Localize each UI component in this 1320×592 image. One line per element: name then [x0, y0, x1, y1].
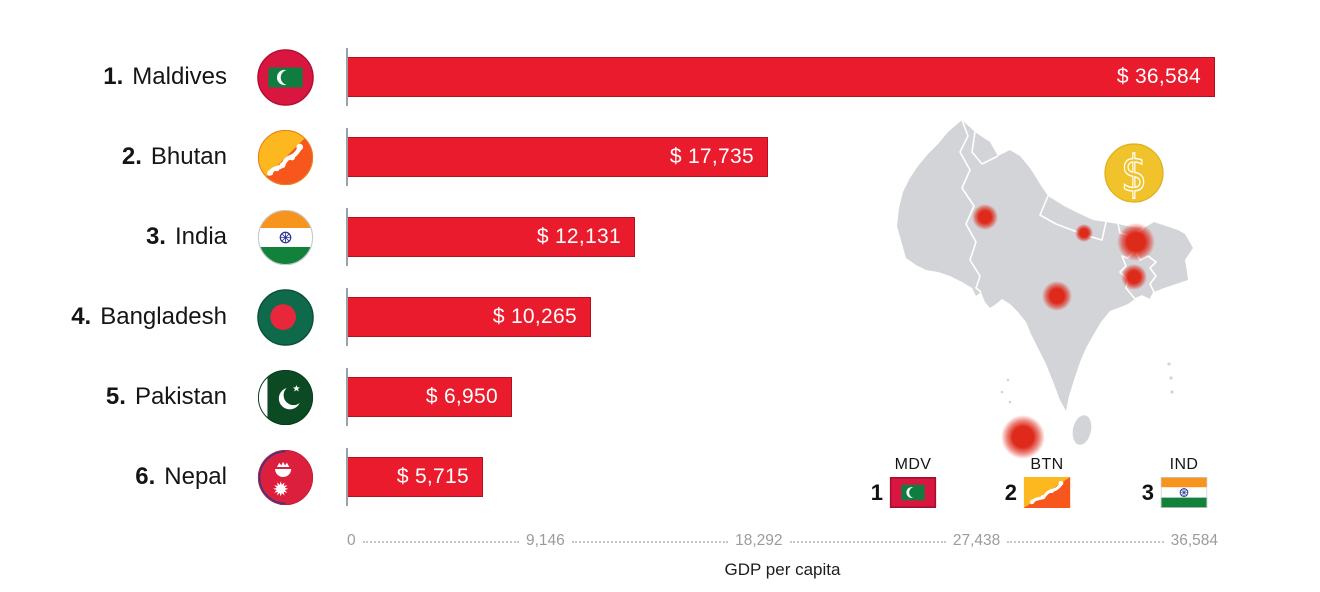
legend-item-maldives: MDV 1 [867, 456, 937, 508]
axis-dotted-leader [571, 541, 729, 543]
x-axis: 0 9,146 18,292 27,438 36,584 [347, 532, 1218, 550]
axis-tick-label: 18,292 [735, 532, 783, 549]
x-axis-title: GDP per capita [724, 560, 841, 579]
chart-row: 1. Maldives $ 36,584 [0, 37, 1320, 117]
axis-tick-label: 36,584 [1170, 532, 1218, 549]
axis-tick-label: 9,146 [525, 532, 565, 549]
bar-track: $ 6,950 [346, 368, 1227, 426]
country-label: 3. India [0, 223, 227, 251]
baseline-tick [346, 128, 348, 186]
gdp-bar: $ 36,584 [347, 57, 1215, 97]
bangladesh-flag-icon [257, 289, 314, 346]
axis-tick-label: 27,438 [952, 532, 1001, 549]
legend-rank: 1 [870, 479, 883, 505]
south-asia-landmass [897, 120, 1193, 411]
bhutan-flag-icon [257, 129, 314, 186]
legend-rank: 3 [1141, 479, 1154, 505]
country-code: BTN [1030, 456, 1064, 473]
country-label: 2. Bhutan [0, 143, 227, 171]
nepal-flag-icon [257, 449, 314, 506]
chart-row: 6. Nepal $ 5,715 [0, 437, 1320, 517]
bar-value-label: $ 36,584 [1116, 65, 1201, 88]
small-islands [1000, 362, 1174, 404]
country-name: Nepal [164, 463, 227, 490]
country-label: 1. Maldives [0, 63, 227, 91]
gdp-hotspot-dot [1117, 223, 1155, 261]
pakistan-flag-icon [257, 369, 314, 426]
gdp-bar: $ 10,265 [347, 297, 591, 337]
gdp-bar: $ 6,950 [347, 377, 512, 417]
country-name: India [174, 223, 227, 250]
rank-number: 6. [135, 463, 156, 490]
baseline-tick [346, 288, 348, 346]
baseline-tick [346, 448, 348, 506]
legend-item-bhutan: BTN 2 [1001, 456, 1071, 508]
sri-lanka-island [1072, 415, 1092, 445]
country-label: 4. Bangladesh [0, 303, 227, 331]
baseline-tick [346, 48, 348, 106]
bar-value-label: $ 17,735 [669, 145, 754, 168]
bar-track: $ 5,715 [346, 448, 1227, 506]
bhutan-flag-icon [1023, 477, 1071, 508]
country-name: Maldives [132, 63, 227, 90]
gdp-hotspot-dot [1042, 281, 1072, 311]
maldives-flag-icon [889, 477, 937, 508]
chart-row: 4. Bangladesh $ 10,265 [0, 277, 1320, 357]
india-flag-icon [257, 209, 314, 266]
rank-number: 5. [105, 383, 126, 410]
maldives-flag-icon [257, 49, 314, 106]
gdp-hotspot-dot [972, 204, 998, 230]
legend-rank: 2 [1004, 479, 1017, 505]
bar-track: $ 12,131 [346, 208, 1227, 266]
chart-row: 5. Pakistan $ 6,950 [0, 357, 1320, 437]
gdp-hotspot-dots [972, 204, 1155, 459]
baseline-tick [346, 368, 348, 426]
bar-value-label: $ 6,950 [425, 385, 498, 408]
india-flag-icon [1160, 477, 1208, 508]
gdp-hotspot-dot [1001, 415, 1045, 459]
gdp-hotspot-dot [1121, 264, 1147, 290]
bar-track: $ 10,265 [346, 288, 1227, 346]
axis-dotted-leader [789, 541, 946, 543]
dollar-sign: $ [1121, 145, 1147, 203]
chart-row: 2. Bhutan $ 17,735 [0, 117, 1320, 197]
bar-value-label: $ 10,265 [492, 305, 577, 328]
legend-item-india: IND 3 [1138, 456, 1208, 508]
rank-number: 2. [121, 143, 142, 170]
country-code: MDV [894, 456, 932, 473]
south-asia-map: $ [897, 119, 1193, 459]
rank-number: 4. [71, 303, 92, 330]
axis-dotted-leader [1007, 541, 1164, 543]
gdp-bar: $ 5,715 [347, 457, 483, 497]
bar-value-label: $ 5,715 [396, 465, 469, 488]
rank-number: 1. [103, 63, 124, 90]
country-name: Pakistan [134, 383, 227, 410]
dollar-coin-icon: $ [1104, 143, 1164, 204]
bar-track: $ 17,735 [346, 128, 1227, 186]
country-name: Bangladesh [100, 303, 227, 330]
rank-number: 3. [145, 223, 166, 250]
country-label: 6. Nepal [0, 463, 227, 491]
gdp-bar: $ 12,131 [347, 217, 635, 257]
axis-dotted-leader [362, 541, 519, 543]
axis-tick-label: 0 [347, 532, 356, 549]
bar-track: $ 36,584 [346, 48, 1227, 106]
country-label: 5. Pakistan [0, 383, 227, 411]
gdp-bar: $ 17,735 [347, 137, 768, 177]
baseline-tick [346, 208, 348, 266]
country-code: IND [1169, 456, 1199, 473]
country-name: Bhutan [150, 143, 227, 170]
chart-row: 3. India $ 12,131 [0, 197, 1320, 277]
bar-value-label: $ 12,131 [536, 225, 621, 248]
gdp-hotspot-dot [1075, 224, 1093, 242]
bar-chart: 1. Maldives $ 36,584 2. Bhutan $ 17,735 [0, 37, 1320, 517]
